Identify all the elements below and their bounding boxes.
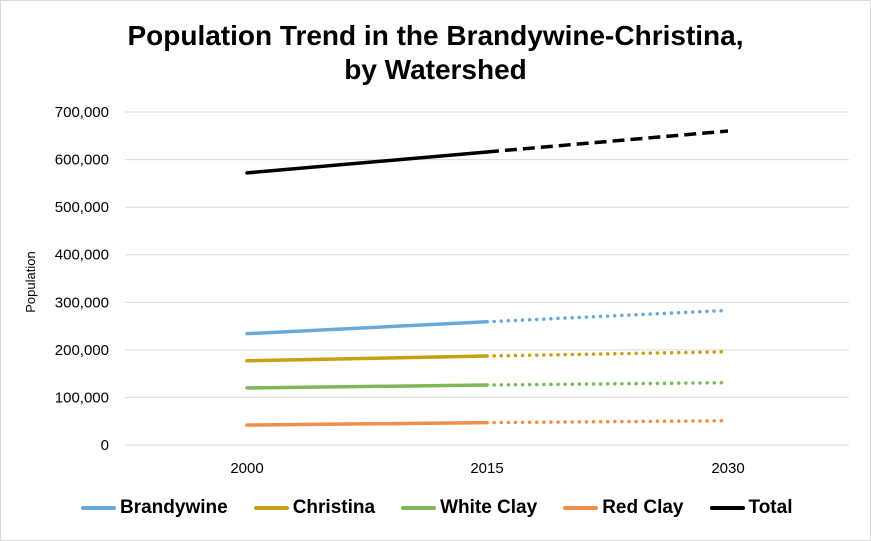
legend-label-total: Total [748,497,793,518]
series-christina [245,350,730,363]
legend-swatch-christina [253,506,289,510]
series-white-clay [245,380,730,390]
chart-legend: Brandywine Christina White Clay Red Clay Tot… [81,494,841,522]
x-tick-label: 2015 [470,460,503,477]
x-tick-label: 2030 [711,460,744,477]
legend-item-total: Total [709,497,793,519]
legend-swatch-white-clay [401,506,437,510]
gridlines [125,111,849,446]
legend-swatch-brandywine [81,506,116,510]
chart-title: Population Trend in the Brandywine-Chris… [1,19,870,87]
series-line-christina-projection [485,350,730,358]
legend-item-christina: Christina [253,497,376,519]
series-total [245,129,729,175]
series-line-red-clay-projection [485,418,730,425]
chart-title-line-1: Population Trend in the Brandywine-Chris… [127,20,744,51]
y-tick-label: 100,000 [55,389,109,406]
series-line-brandywine-actual [245,320,489,336]
legend-item-brandywine: Brandywine [81,497,228,519]
legend-swatch-total [709,506,745,510]
y-tick-label: 400,000 [55,247,109,264]
series-line-total-projection [486,129,729,154]
series-line-red-clay-actual [245,420,489,427]
y-tick-label: 300,000 [55,294,109,311]
legend-swatch-red-clay [563,506,599,510]
series-line-brandywine-projection [485,308,730,324]
legend-item-red-clay: Red Clay [563,497,684,519]
chart-title-line-2: by Watershed [344,54,527,85]
y-axis-title: Population [23,251,38,312]
legend-label-red-clay: Red Clay [602,497,684,518]
series-lines [245,129,730,427]
series-line-white-clay-actual [245,383,489,390]
y-tick-label: 600,000 [55,152,109,169]
x-axis-tick-labels: 2000 2015 2030 [230,460,744,477]
series-line-total-actual [245,150,489,175]
series-line-christina-actual [245,354,489,363]
x-tick-label: 2000 [230,460,263,477]
legend-label-brandywine: Brandywine [120,497,228,518]
y-tick-label: 500,000 [55,199,109,216]
series-brandywine [245,308,730,336]
y-tick-label: 200,000 [55,342,109,359]
legend-item-white-clay: White Clay [401,497,537,519]
series-line-white-clay-projection [485,380,730,387]
legend-label-white-clay: White Clay [440,497,538,518]
series-red-clay [245,418,730,427]
legend-label-christina: Christina [292,497,376,518]
y-tick-label: 0 [101,437,109,454]
y-tick-label: 700,000 [55,104,109,121]
y-axis-tick-labels: 0 100,000 200,000 300,000 400,000 500,000 600,… [55,104,109,454]
